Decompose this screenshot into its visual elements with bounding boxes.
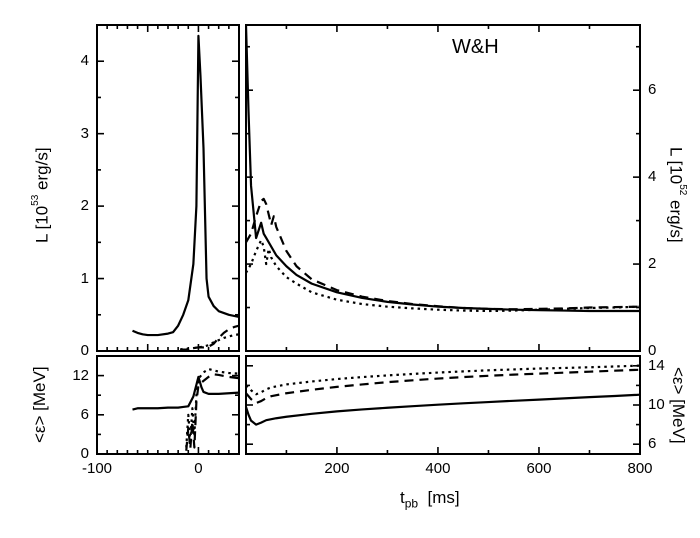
figure-root: W&H L [1053 erg/s] <ε> [MeV] L [1052 erg… (0, 0, 700, 538)
ylabel-right-bot: <ε> [MeV] (668, 360, 688, 450)
plot-svg (0, 0, 700, 538)
plot-title: W&H (452, 36, 499, 59)
ylabel-right-top: L [1052 erg/s] (665, 120, 688, 270)
ylabel-left-top: L [1053 erg/s] (30, 120, 53, 270)
xlabel: tpb [ms] (400, 488, 460, 510)
ylabel-left-bot: <ε> [MeV] (30, 360, 50, 450)
